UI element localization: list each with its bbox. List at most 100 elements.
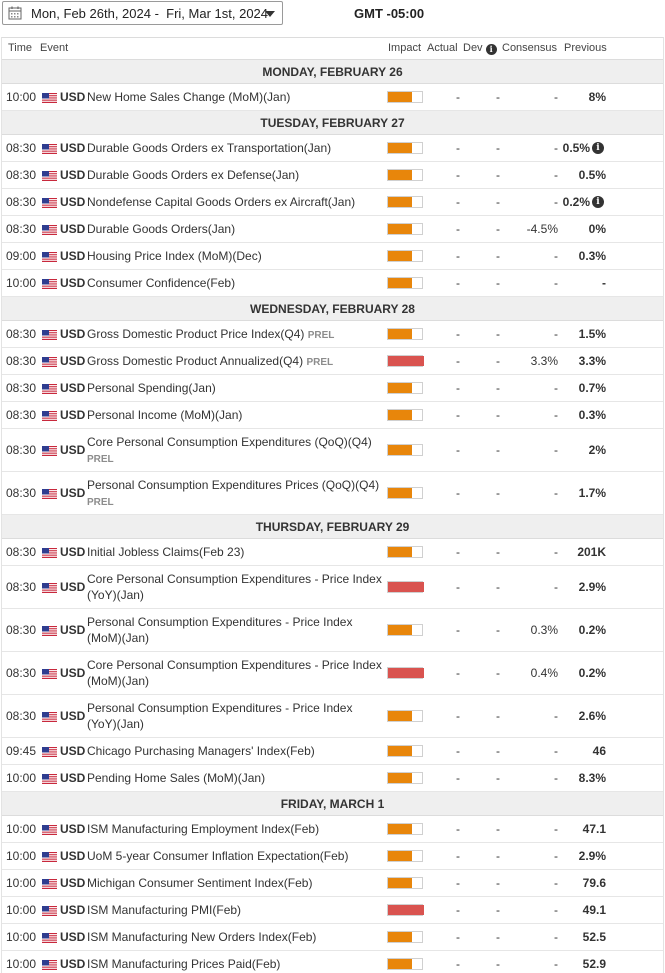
impact-indicator [387, 931, 423, 943]
impact-fill [388, 851, 412, 861]
actual-value: - [456, 90, 460, 104]
consensus-value: - [554, 849, 558, 863]
event-time: 10:00 [6, 930, 37, 944]
event-name[interactable]: Pending Home Sales (MoM)(Jan) [87, 770, 385, 786]
event-row[interactable]: 08:30 USD Gross Domestic Product Annualize… [2, 348, 663, 375]
event-name[interactable]: Personal Consumption Expenditures - Pric… [87, 614, 385, 646]
event-name[interactable]: Nondefense Capital Goods Orders ex Aircr… [87, 194, 385, 210]
event-row[interactable]: 08:30 USD Personal Consumption Expenditure… [2, 609, 663, 652]
event-name[interactable]: Durable Goods Orders ex Transportation(J… [87, 140, 385, 156]
event-name[interactable]: Durable Goods Orders ex Defense(Jan) [87, 167, 385, 183]
col-dev[interactable]: Dev i [463, 42, 497, 55]
us-flag-icon [42, 668, 57, 679]
event-name[interactable]: ISM Manufacturing PMI(Feb) [87, 902, 385, 918]
event-row[interactable]: 10:00 USD Michigan Consumer Sentiment Inde… [2, 870, 663, 897]
event-row[interactable]: 08:30 USD Durable Goods Orders(Jan) - - -4.5%… [2, 216, 663, 243]
event-name[interactable]: Personal Income (MoM)(Jan) [87, 407, 385, 423]
currency-code: USD [60, 822, 86, 836]
dev-value: - [496, 822, 500, 836]
impact-indicator [387, 958, 423, 970]
event-name[interactable]: Gross Domestic Product Annualized(Q4) PR… [87, 353, 385, 371]
col-event[interactable]: Event [40, 42, 69, 54]
day-header: FRIDAY, MARCH 1 [2, 792, 663, 816]
event-name[interactable]: Michigan Consumer Sentiment Index(Feb) [87, 875, 385, 891]
event-row[interactable]: 08:30 USD Durable Goods Orders ex Transpor… [2, 135, 663, 162]
col-impact[interactable]: Impact [388, 42, 422, 54]
event-name[interactable]: Core Personal Consumption Expenditures -… [87, 657, 385, 689]
event-row[interactable]: 10:00 USD ISM Manufacturing Prices Paid(Fe… [2, 951, 663, 973]
col-consensus[interactable]: Consensus [502, 42, 558, 54]
previous-value: 79.6 [582, 876, 606, 890]
event-name[interactable]: Personal Consumption Expenditures - Pric… [87, 700, 385, 732]
previous-value: 47.1 [582, 822, 606, 836]
event-name[interactable]: New Home Sales Change (MoM)(Jan) [87, 89, 385, 105]
event-name[interactable]: Personal Spending(Jan) [87, 380, 385, 396]
event-name[interactable]: ISM Manufacturing Employment Index(Feb) [87, 821, 385, 837]
event-name[interactable]: Gross Domestic Product Price Index(Q4) P… [87, 326, 385, 344]
dev-value: - [496, 930, 500, 944]
dev-value: - [496, 545, 500, 559]
event-row[interactable]: 08:30 USD Gross Domestic Product Price Ind… [2, 321, 663, 348]
event-row[interactable]: 09:45 USD Chicago Purchasing Managers' Ind… [2, 738, 663, 765]
consensus-value: - [554, 381, 558, 395]
previous-value: 2.6% [578, 709, 606, 723]
event-name[interactable]: Durable Goods Orders(Jan) [87, 221, 385, 237]
event-name[interactable]: ISM Manufacturing Prices Paid(Feb) [87, 956, 385, 972]
actual-value: - [456, 381, 460, 395]
impact-indicator [387, 710, 423, 722]
event-row[interactable]: 10:00 USD UoM 5-year Consumer Inflation Ex… [2, 843, 663, 870]
currency-code: USD [60, 486, 86, 500]
event-row[interactable]: 10:00 USD New Home Sales Change (MoM)(Jan)… [2, 84, 663, 111]
us-flag-icon [42, 410, 57, 421]
event-row[interactable]: 08:30 USD Nondefense Capital Goods Orders … [2, 189, 663, 216]
event-row[interactable]: 08:30 USD Core Personal Consumption Expend… [2, 566, 663, 609]
event-row[interactable]: 10:00 USD Consumer Confidence(Feb) - - - - [2, 270, 663, 297]
impact-indicator [387, 196, 423, 208]
date-range-picker[interactable]: Mon, Feb 26th, 2024 - Fri, Mar 1st, 2024 [2, 1, 283, 25]
event-row[interactable]: 10:00 USD ISM Manufacturing Employment Ind… [2, 816, 663, 843]
event-row[interactable]: 08:30 USD Personal Consumption Expenditure… [2, 472, 663, 515]
dev-value: - [496, 141, 500, 155]
day-header: TUESDAY, FEBRUARY 27 [2, 111, 663, 135]
event-row[interactable]: 10:00 USD ISM Manufacturing PMI(Feb) - - - 49.… [2, 897, 663, 924]
event-row[interactable]: 10:00 USD Pending Home Sales (MoM)(Jan) - - -… [2, 765, 663, 792]
event-name[interactable]: ISM Manufacturing New Orders Index(Feb) [87, 929, 385, 945]
event-time: 08:30 [6, 623, 37, 637]
event-name[interactable]: Personal Consumption Expenditures Prices… [87, 477, 385, 511]
info-icon[interactable]: i [485, 44, 497, 55]
impact-fill [388, 197, 412, 207]
event-row[interactable]: 08:30 USD Core Personal Consumption Expend… [2, 429, 663, 472]
previous-value: 0.2% [578, 623, 606, 637]
event-title: Housing Price Index (MoM)(Dec) [87, 249, 262, 263]
event-row[interactable]: 08:30 USD Durable Goods Orders ex Defense(… [2, 162, 663, 189]
event-row[interactable]: 08:30 USD Personal Income (MoM)(Jan) - - - 0.3… [2, 402, 663, 429]
col-actual[interactable]: Actual [427, 42, 458, 54]
event-row[interactable]: 10:00 USD ISM Manufacturing New Orders Ind… [2, 924, 663, 951]
event-name[interactable]: Core Personal Consumption Expenditures -… [87, 571, 385, 603]
event-name[interactable]: Housing Price Index (MoM)(Dec) [87, 248, 385, 264]
event-name[interactable]: Initial Jobless Claims(Feb 23) [87, 544, 385, 560]
currency-code: USD [60, 249, 86, 263]
currency-code: USD [60, 709, 86, 723]
event-time: 08:30 [6, 580, 37, 594]
col-time[interactable]: Time [8, 42, 33, 54]
event-name[interactable]: Consumer Confidence(Feb) [87, 275, 385, 291]
event-name[interactable]: UoM 5-year Consumer Inflation Expectatio… [87, 848, 385, 864]
event-row[interactable]: 08:30 USD Personal Spending(Jan) - - - 0.7% [2, 375, 663, 402]
event-row[interactable]: 08:30 USD Core Personal Consumption Expend… [2, 652, 663, 695]
event-time: 08:30 [6, 222, 37, 236]
impact-fill [388, 746, 412, 756]
currency-code: USD [60, 903, 86, 917]
event-row[interactable]: 08:30 USD Initial Jobless Claims(Feb 23) - -… [2, 539, 663, 566]
consensus-value: - [554, 327, 558, 341]
info-icon[interactable]: i [592, 196, 604, 208]
info-icon[interactable]: i [592, 142, 604, 154]
event-name[interactable]: Chicago Purchasing Managers' Index(Feb) [87, 743, 385, 759]
event-row[interactable]: 09:00 USD Housing Price Index (MoM)(Dec) - -… [2, 243, 663, 270]
chevron-down-icon [265, 11, 275, 17]
previous-value: 0.3% [578, 249, 606, 263]
us-flag-icon [42, 932, 57, 943]
col-previous[interactable]: Previous [564, 42, 607, 54]
event-row[interactable]: 08:30 USD Personal Consumption Expenditure… [2, 695, 663, 738]
event-name[interactable]: Core Personal Consumption Expenditures (… [87, 434, 385, 468]
